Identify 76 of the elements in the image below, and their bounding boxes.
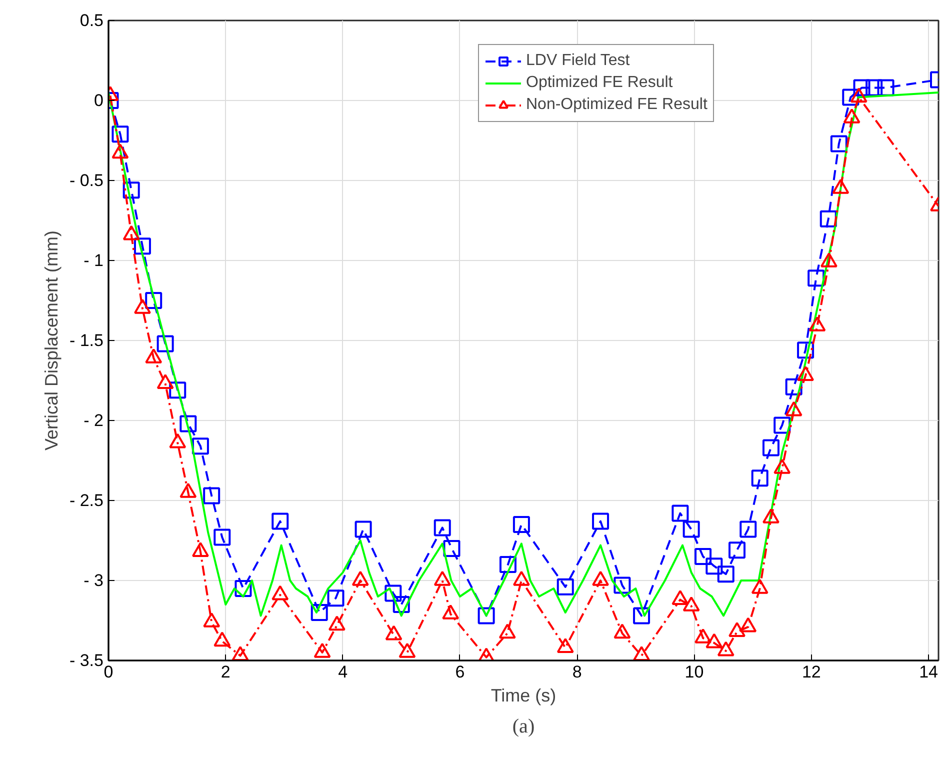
point (717, 641, 734, 656)
point (774, 458, 791, 474)
x-tick-label: 14 (919, 662, 938, 682)
y-tick-label: - 2.5 (69, 491, 104, 510)
point (314, 642, 331, 658)
point (498, 624, 516, 639)
point (112, 126, 129, 143)
point (214, 632, 231, 647)
point (682, 596, 700, 612)
point (478, 648, 495, 660)
point (785, 378, 802, 396)
point (785, 401, 802, 416)
point (797, 366, 814, 382)
point (169, 382, 186, 399)
point (830, 135, 848, 152)
point (203, 612, 220, 628)
y-tick-label: - 2 (84, 411, 104, 430)
point (434, 570, 451, 586)
point (556, 638, 574, 654)
point (180, 482, 197, 498)
point (633, 646, 650, 660)
x-tick-label: 6 (455, 662, 465, 682)
point (442, 604, 460, 620)
y-tick-label: - 1 (84, 251, 104, 270)
point (180, 415, 197, 432)
text: (a) (512, 716, 535, 738)
x-tick-label: 4 (338, 662, 348, 682)
y-tick-label: 0 (94, 91, 104, 110)
y-tick-label: - 3.5 (69, 651, 104, 670)
point (156, 374, 174, 390)
point (398, 642, 416, 658)
x-tick-label: 12 (802, 662, 821, 682)
point (797, 342, 814, 359)
point (192, 542, 209, 558)
point (145, 292, 162, 309)
y-tick-label: - 0.5 (69, 171, 104, 190)
point (866, 79, 883, 96)
point (706, 633, 723, 648)
x-tick-label: 10 (684, 662, 704, 682)
point (328, 616, 346, 631)
point (762, 508, 780, 524)
legend-label: Optimized FE Result (526, 74, 673, 92)
point (169, 433, 186, 448)
point (614, 624, 631, 639)
point (145, 348, 162, 364)
point (808, 270, 825, 287)
legend-label: Non-Optimized FE Result (526, 96, 708, 114)
point (728, 622, 746, 638)
point (385, 625, 402, 640)
point (774, 416, 791, 434)
y-tick-label: 0.5 (80, 11, 104, 30)
y-tick-label: - 3 (84, 571, 104, 590)
point (820, 210, 837, 228)
x-axis-title: Time (s) (490, 686, 556, 706)
point (694, 628, 712, 644)
point (352, 570, 369, 586)
point (762, 439, 780, 456)
x-tick-label: 2 (220, 662, 230, 682)
point (592, 570, 610, 586)
point (512, 570, 530, 586)
point (672, 590, 689, 606)
x-tick-label: 8 (572, 662, 582, 682)
point (122, 182, 140, 199)
y-axis-title: Vertical Displacement (mm) (41, 230, 62, 451)
legend-label: LDV Field Test (526, 52, 630, 70)
point (842, 88, 860, 106)
y-tick-label: - 1.5 (69, 331, 104, 350)
point (740, 617, 757, 632)
point (751, 578, 768, 594)
point (192, 438, 209, 455)
point (853, 79, 870, 96)
point (232, 646, 249, 660)
point (877, 79, 894, 96)
point (134, 238, 151, 255)
point (156, 335, 174, 352)
point (272, 585, 289, 600)
